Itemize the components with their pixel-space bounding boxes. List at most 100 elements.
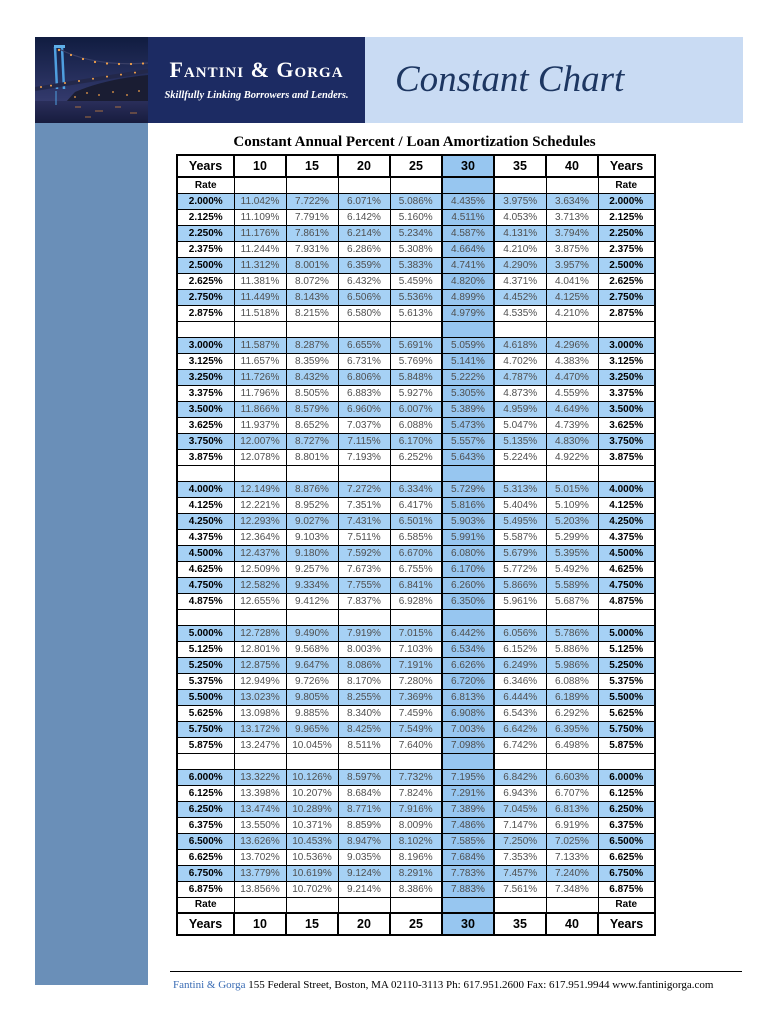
empty-cell: [545, 176, 599, 194]
value-cell: 4.435%: [441, 192, 495, 210]
value-cell: 6.603%: [545, 768, 599, 786]
value-cell: 4.787%: [493, 368, 547, 386]
value-cell: 13.779%: [233, 864, 287, 882]
value-cell: 9.334%: [285, 576, 339, 594]
table-header-row: Years 10 15 20 25 30 35 40 Years: [176, 912, 656, 936]
table-row: 5.000% 12.728% 9.490% 7.919% 7.015% 6.442% 6.0…: [176, 624, 656, 642]
value-cell: 11.042%: [233, 192, 287, 210]
value-cell: 5.643%: [441, 448, 495, 466]
value-cell: 7.003%: [441, 720, 495, 738]
value-cell: 5.927%: [389, 384, 443, 402]
value-cell: 9.027%: [285, 512, 339, 530]
rate-cell: 2.750%: [597, 288, 656, 306]
value-cell: 8.505%: [285, 384, 339, 402]
table-row: 2.000% 11.042% 7.722% 6.071% 5.086% 4.435% 3.9…: [176, 192, 656, 210]
value-cell: 12.728%: [233, 624, 287, 642]
column-header: 10: [233, 154, 287, 178]
value-cell: 7.195%: [441, 768, 495, 786]
value-cell: 6.056%: [493, 624, 547, 642]
value-cell: 7.837%: [337, 592, 391, 610]
value-cell: 4.820%: [441, 272, 495, 290]
rate-cell: 2.500%: [176, 256, 235, 274]
value-cell: 10.045%: [285, 736, 339, 754]
value-cell: 6.742%: [493, 736, 547, 754]
rate-cell: 5.125%: [176, 640, 235, 658]
value-cell: 6.088%: [389, 416, 443, 434]
rate-cell: 6.375%: [597, 816, 656, 834]
value-cell: 7.147%: [493, 816, 547, 834]
table-row: 6.125% 13.398% 10.207% 8.684% 7.824% 7.291% 6.…: [176, 784, 656, 802]
empty-cell: [285, 464, 339, 482]
value-cell: 13.098%: [233, 704, 287, 722]
footer-address: 155 Federal Street, Boston, MA 02110-311…: [248, 979, 714, 991]
value-cell: 4.587%: [441, 224, 495, 242]
value-cell: 9.124%: [337, 864, 391, 882]
value-cell: 5.203%: [545, 512, 599, 530]
value-cell: 10.207%: [285, 784, 339, 802]
empty-cell: [545, 608, 599, 626]
value-cell: 5.109%: [545, 496, 599, 514]
value-cell: 8.652%: [285, 416, 339, 434]
value-cell: 4.041%: [545, 272, 599, 290]
empty-cell: [337, 320, 391, 338]
table-header-row: Years 10 15 20 25 30 35 40 Years: [176, 154, 656, 178]
rate-cell: 6.250%: [597, 800, 656, 818]
value-cell: 7.919%: [337, 624, 391, 642]
value-cell: 9.568%: [285, 640, 339, 658]
value-cell: 3.713%: [545, 208, 599, 226]
value-cell: 8.801%: [285, 448, 339, 466]
value-cell: 13.702%: [233, 848, 287, 866]
value-cell: 6.432%: [337, 272, 391, 290]
value-cell: 4.535%: [493, 304, 547, 322]
rate-cell: 3.250%: [597, 368, 656, 386]
value-cell: 4.383%: [545, 352, 599, 370]
value-cell: 6.359%: [337, 256, 391, 274]
bridge-night-photo: [34, 37, 149, 123]
value-cell: 4.470%: [545, 368, 599, 386]
empty-cell: [441, 896, 495, 914]
value-cell: 6.585%: [389, 528, 443, 546]
rate-cell: 5.250%: [176, 656, 235, 674]
table-row: 5.875% 13.247% 10.045% 8.511% 7.640% 7.098% 6.…: [176, 736, 656, 754]
rate-cell: 3.125%: [176, 352, 235, 370]
value-cell: 4.741%: [441, 256, 495, 274]
rate-cell: 4.375%: [176, 528, 235, 546]
column-header: 40: [545, 912, 599, 936]
empty-cell: [285, 320, 339, 338]
value-cell: 6.334%: [389, 480, 443, 498]
empty-cell: [176, 464, 235, 482]
empty-cell: [493, 464, 547, 482]
footer-brand-link[interactable]: Fantini & Gorga: [173, 979, 246, 991]
value-cell: 6.444%: [493, 688, 547, 706]
value-cell: 9.180%: [285, 544, 339, 562]
empty-cell: [441, 752, 495, 770]
rate-label: Rate: [597, 176, 656, 194]
value-cell: 7.115%: [337, 432, 391, 450]
value-cell: 9.103%: [285, 528, 339, 546]
value-cell: 3.634%: [545, 192, 599, 210]
column-header: Years: [597, 912, 656, 936]
table-row: 4.000% 12.149% 8.876% 7.272% 6.334% 5.729% 5.3…: [176, 480, 656, 498]
value-cell: 5.848%: [389, 368, 443, 386]
empty-cell: [176, 320, 235, 338]
value-cell: 8.003%: [337, 640, 391, 658]
value-cell: 12.293%: [233, 512, 287, 530]
value-cell: 5.729%: [441, 480, 495, 498]
table-row: 4.500% 12.437% 9.180% 7.592% 6.670% 6.080% 5.6…: [176, 544, 656, 562]
value-cell: 8.086%: [337, 656, 391, 674]
value-cell: 8.001%: [285, 256, 339, 274]
value-cell: 5.059%: [441, 336, 495, 354]
value-cell: 5.679%: [493, 544, 547, 562]
value-cell: 5.015%: [545, 480, 599, 498]
value-cell: 9.965%: [285, 720, 339, 738]
table-row: 3.000% 11.587% 8.287% 6.655% 5.691% 5.059% 4.6…: [176, 336, 656, 354]
rate-cell: 4.250%: [176, 512, 235, 530]
empty-cell: [441, 608, 495, 626]
value-cell: 13.023%: [233, 688, 287, 706]
table-row: 2.125% 11.109% 7.791% 6.142% 5.160% 4.511% 4.0…: [176, 208, 656, 226]
rate-table: Years 10 15 20 25 30 35 40 Years Rate Rate 2.000% 11…: [176, 154, 656, 936]
rate-cell: 2.875%: [176, 304, 235, 322]
value-cell: 5.557%: [441, 432, 495, 450]
table-row: 5.250% 12.875% 9.647% 8.086% 7.191% 6.626% 6.2…: [176, 656, 656, 674]
value-cell: 13.247%: [233, 736, 287, 754]
